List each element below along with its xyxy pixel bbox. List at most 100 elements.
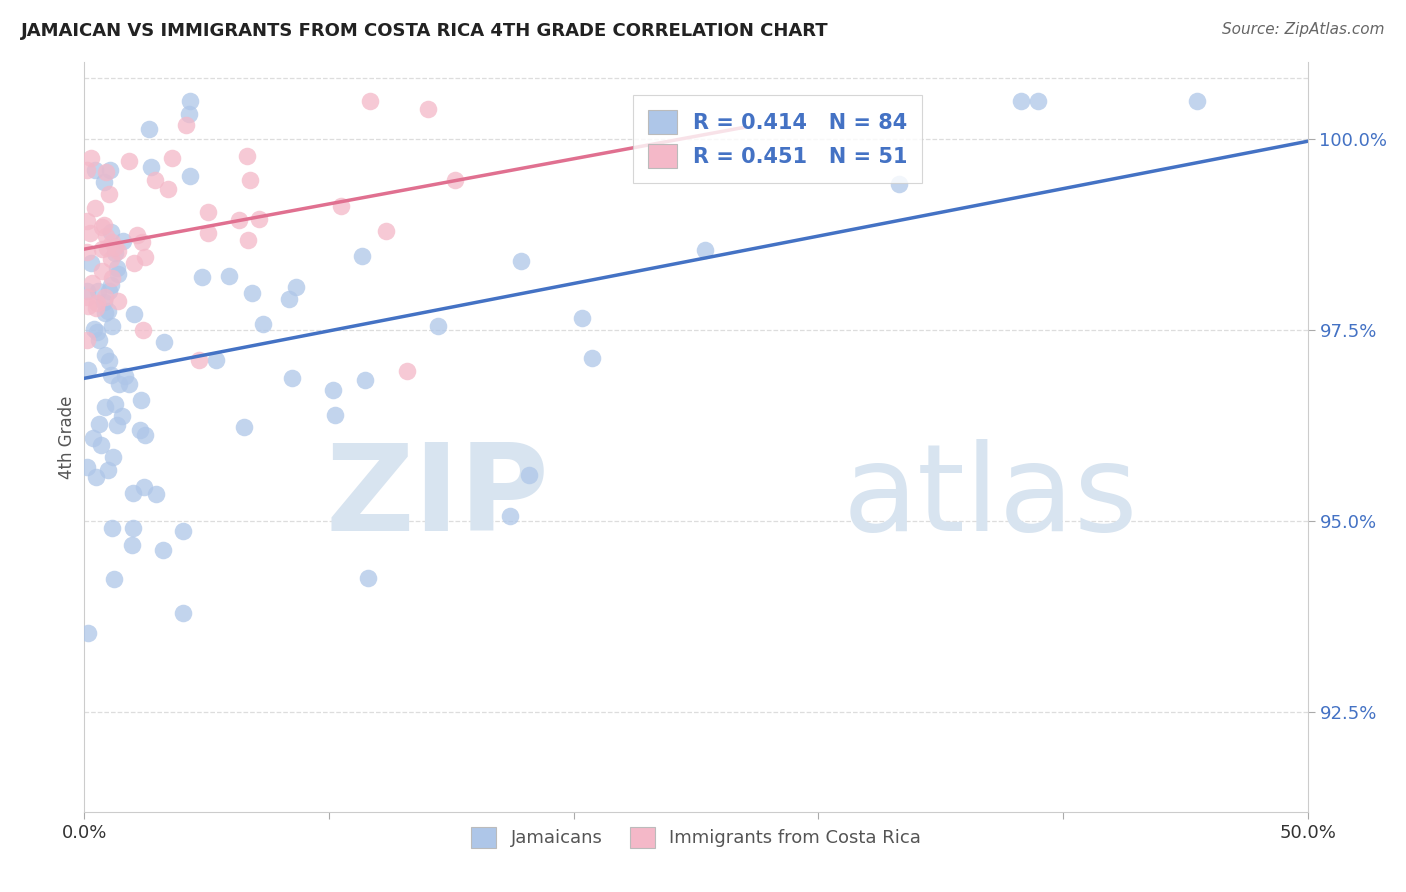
Point xyxy=(122,485,145,500)
Point xyxy=(100,252,122,266)
Point xyxy=(94,165,117,179)
Point xyxy=(693,243,716,257)
Point xyxy=(94,290,117,304)
Point xyxy=(581,351,603,365)
Point xyxy=(117,153,139,168)
Point xyxy=(179,94,201,108)
Y-axis label: 4th Grade: 4th Grade xyxy=(58,395,76,479)
Point xyxy=(134,427,156,442)
Point xyxy=(205,352,228,367)
Point xyxy=(101,450,124,465)
Point xyxy=(76,363,98,377)
Point xyxy=(98,162,121,177)
Legend: Jamaicans, Immigrants from Costa Rica: Jamaicans, Immigrants from Costa Rica xyxy=(464,820,928,855)
Point xyxy=(177,106,200,120)
Point xyxy=(323,408,346,422)
Point xyxy=(277,293,299,307)
Point xyxy=(97,304,120,318)
Point xyxy=(93,348,115,362)
Point xyxy=(84,201,107,215)
Point xyxy=(76,284,98,298)
Point xyxy=(517,467,540,482)
Point xyxy=(84,469,107,483)
Point xyxy=(97,354,120,368)
Point xyxy=(124,307,146,321)
Point xyxy=(416,102,439,116)
Point xyxy=(499,509,522,524)
Point xyxy=(107,267,129,281)
Point xyxy=(509,254,531,268)
Point xyxy=(197,227,219,241)
Point xyxy=(93,294,115,309)
Point xyxy=(104,246,127,260)
Point xyxy=(172,524,194,539)
Text: JAMAICAN VS IMMIGRANTS FROM COSTA RICA 4TH GRADE CORRELATION CHART: JAMAICAN VS IMMIGRANTS FROM COSTA RICA 4… xyxy=(21,22,828,40)
Point xyxy=(354,373,377,387)
Point xyxy=(444,173,467,187)
Point xyxy=(125,227,148,242)
Point xyxy=(107,244,129,258)
Point xyxy=(139,160,162,174)
Point xyxy=(188,352,211,367)
Point xyxy=(375,224,398,238)
Point xyxy=(107,293,129,308)
Point xyxy=(76,214,98,228)
Text: Source: ZipAtlas.com: Source: ZipAtlas.com xyxy=(1222,22,1385,37)
Point xyxy=(131,235,153,250)
Point xyxy=(1026,94,1049,108)
Point xyxy=(86,295,108,310)
Point xyxy=(76,460,98,475)
Point xyxy=(91,242,114,256)
Point xyxy=(76,163,98,178)
Point xyxy=(100,225,122,239)
Point xyxy=(77,299,100,313)
Point xyxy=(145,173,167,187)
Point xyxy=(97,284,120,298)
Point xyxy=(91,264,114,278)
Point xyxy=(101,271,124,285)
Point xyxy=(108,377,131,392)
Point xyxy=(239,173,262,187)
Point xyxy=(233,420,256,434)
Text: atlas: atlas xyxy=(842,439,1139,556)
Point xyxy=(94,401,117,415)
Point xyxy=(82,431,104,445)
Point xyxy=(329,199,352,213)
Point xyxy=(122,521,145,535)
Text: ZIP: ZIP xyxy=(325,439,550,556)
Point xyxy=(76,290,98,304)
Point xyxy=(173,607,195,621)
Point xyxy=(285,280,308,294)
Point xyxy=(157,182,180,196)
Point xyxy=(97,187,120,202)
Point xyxy=(76,333,98,347)
Point xyxy=(80,276,103,290)
Point xyxy=(76,245,98,260)
Point xyxy=(153,334,176,349)
Point xyxy=(96,241,118,255)
Point xyxy=(179,169,201,183)
Point xyxy=(281,371,304,385)
Point xyxy=(322,383,344,397)
Point xyxy=(91,220,114,235)
Point xyxy=(105,417,128,432)
Point xyxy=(228,212,250,227)
Point xyxy=(93,175,115,189)
Point xyxy=(138,121,160,136)
Point xyxy=(395,364,418,378)
Point xyxy=(100,521,122,535)
Point xyxy=(238,234,260,248)
Point xyxy=(427,318,450,333)
Point xyxy=(242,285,264,300)
Point xyxy=(134,250,156,264)
Point xyxy=(87,334,110,348)
Point xyxy=(118,377,141,392)
Point xyxy=(132,480,155,494)
Point xyxy=(122,255,145,269)
Point xyxy=(191,269,214,284)
Point xyxy=(132,323,155,337)
Point xyxy=(83,322,105,336)
Point xyxy=(101,319,124,334)
Point xyxy=(197,204,219,219)
Point xyxy=(100,278,122,293)
